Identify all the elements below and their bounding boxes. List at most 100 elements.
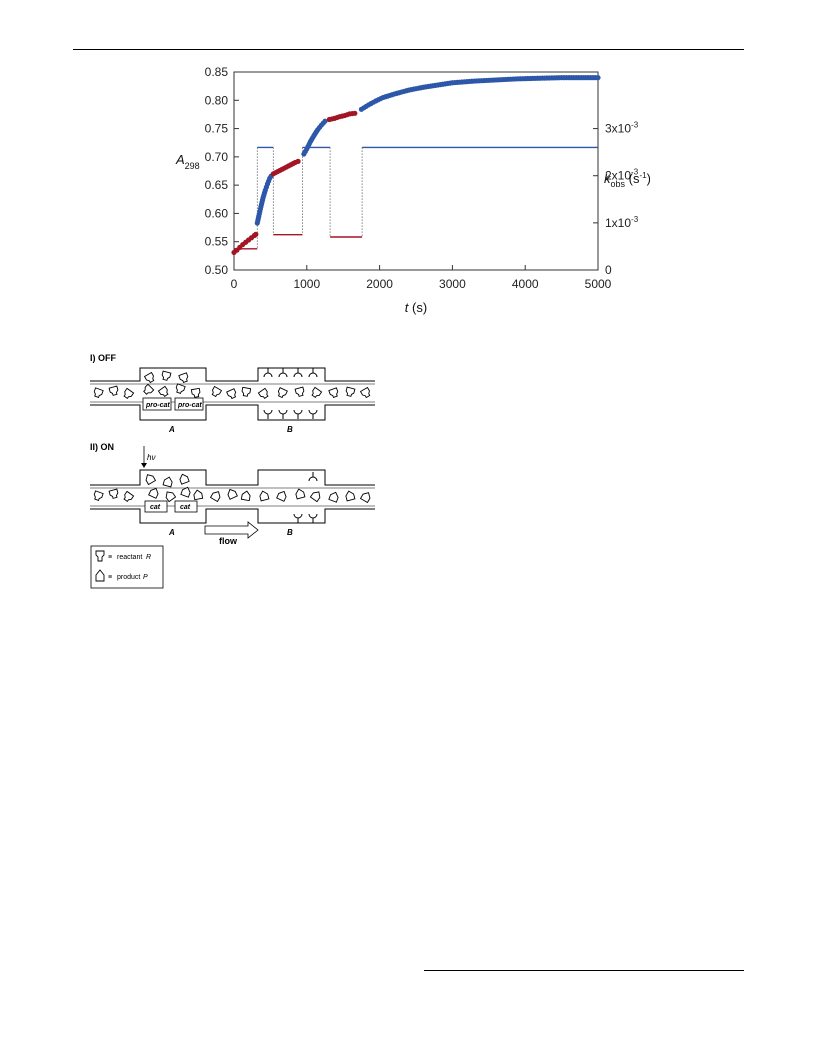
- header-rule: [73, 49, 744, 50]
- receptor-site: [308, 472, 318, 482]
- reactant-molecule: [143, 383, 155, 395]
- flow-arrow: flow: [204, 521, 259, 546]
- off-panel-label: I) OFF: [90, 353, 116, 363]
- reactant-molecule: [311, 386, 323, 399]
- x-tick-label: 3000: [439, 277, 466, 291]
- reactant-molecule: [241, 386, 252, 397]
- y-right-tick-label: 2x10-3: [605, 168, 639, 183]
- reactant-symbol: R: [146, 554, 151, 561]
- x-tick-label: 5000: [585, 277, 612, 291]
- data-point: [322, 118, 328, 124]
- reactant-equiv: ≡: [108, 554, 112, 561]
- reactant-molecule: [93, 490, 104, 502]
- procat-label-1: pro-cat: [145, 402, 170, 409]
- x-tick-label: 1000: [293, 277, 320, 291]
- reactant-molecule: [161, 370, 172, 381]
- receptor-site: [293, 513, 303, 523]
- data-point: [352, 110, 358, 116]
- reactant-molecule: [178, 372, 189, 384]
- reactant-molecule: [211, 385, 223, 398]
- reactant-molecule: [123, 387, 135, 400]
- off-channel: [90, 367, 375, 421]
- x-tick-label: 4000: [512, 277, 539, 291]
- on-receptor-array: [293, 472, 318, 523]
- data-point: [595, 75, 601, 81]
- receptor-site: [293, 409, 303, 419]
- off-receptor-array: [263, 368, 318, 419]
- reactant-molecule: [328, 387, 339, 399]
- reactant-molecule: [345, 386, 356, 397]
- product-molecule: [227, 488, 238, 500]
- reactant-molecule: [143, 371, 155, 384]
- reactant-molecule: [108, 488, 119, 499]
- plot-frame: [233, 71, 599, 271]
- product-molecule: [359, 492, 371, 504]
- compartment-b-label-off: B: [287, 425, 293, 434]
- off-procat-boxes: pro-cat pro-cat: [142, 397, 204, 411]
- product-molecule: [295, 488, 306, 500]
- y-right-tick-label: 1x10-3: [605, 215, 639, 230]
- y-left-tick-label: 0.55: [205, 235, 229, 249]
- footer-rule: [424, 970, 744, 971]
- product-molecule: [240, 490, 251, 502]
- reactant-legend-text: reactant: [117, 554, 142, 561]
- y-right-tick-label: 3x10-3: [605, 121, 639, 136]
- x-axis-label: t (s): [405, 300, 427, 315]
- reactant-molecule: [294, 386, 305, 397]
- product-molecule: [162, 476, 173, 488]
- product-legend-icon: [95, 569, 105, 582]
- receptor-site: [278, 368, 288, 378]
- y-left-tick-label: 0.50: [205, 263, 229, 277]
- receptor-site: [263, 368, 273, 378]
- product-molecule: [193, 489, 204, 501]
- off-reactant-molecules: [93, 370, 371, 400]
- y-left-tick-label: 0.75: [205, 122, 229, 136]
- hv-label: hν: [147, 453, 155, 462]
- reactant-molecule: [175, 383, 186, 395]
- reactant-molecule: [190, 387, 201, 398]
- on-panel-label: II) ON: [90, 442, 114, 452]
- reactant-molecule: [123, 490, 135, 503]
- product-molecule: [259, 490, 270, 502]
- reactant-molecule: [93, 387, 104, 399]
- receptor-site: [293, 368, 303, 378]
- x-tick-label: 2000: [366, 277, 393, 291]
- procat-label-2: pro-cat: [177, 402, 202, 409]
- product-molecule: [180, 486, 191, 498]
- reactant-molecule: [157, 385, 169, 398]
- y-left-tick-label: 0.65: [205, 178, 229, 192]
- x-tick-label: 0: [231, 277, 238, 291]
- flow-scheme-figure: I) OFF pro-cat pro-cat A B II) ON hν cat…: [90, 353, 375, 589]
- on-cat-boxes: cat cat: [144, 500, 198, 513]
- y-left-tick-label: 0.60: [205, 206, 229, 220]
- product-symbol: P: [143, 574, 148, 581]
- compartment-b-label-on: B: [287, 528, 293, 537]
- compartment-a-label-off: A: [168, 425, 175, 434]
- absorbance-kinetics-chart: 0 1000 2000 3000 4000 5000 0.50 0.55 0.60 0.65 0.7…: [175, 65, 650, 315]
- reactant-legend-icon: [95, 550, 105, 562]
- product-molecule: [145, 474, 157, 486]
- data-point: [253, 231, 259, 237]
- product-molecule: [148, 487, 159, 499]
- cat-label-1: cat: [150, 504, 161, 511]
- product-molecule: [328, 491, 339, 503]
- flow-label: flow: [219, 536, 238, 546]
- product-molecule: [345, 490, 356, 502]
- reactant-molecule: [108, 385, 119, 396]
- data-point: [295, 158, 301, 164]
- y-right-axis-label: kobs (s-1): [604, 171, 650, 189]
- product-molecule: [209, 491, 221, 503]
- y-right-tick-label: 0: [605, 263, 612, 277]
- light-arrow: hν: [141, 446, 155, 468]
- product-molecule: [309, 491, 321, 503]
- product-molecule: [165, 491, 177, 503]
- receptor-site: [308, 368, 318, 378]
- product-molecule: [179, 473, 190, 485]
- on-molecules: [93, 473, 371, 504]
- reactant-molecule: [226, 388, 237, 400]
- y-left-tick-label: 0.70: [205, 150, 229, 164]
- product-legend-text: product: [117, 574, 140, 581]
- product-molecule: [276, 490, 287, 502]
- reactant-molecule: [277, 387, 288, 399]
- reactant-molecule: [257, 387, 269, 400]
